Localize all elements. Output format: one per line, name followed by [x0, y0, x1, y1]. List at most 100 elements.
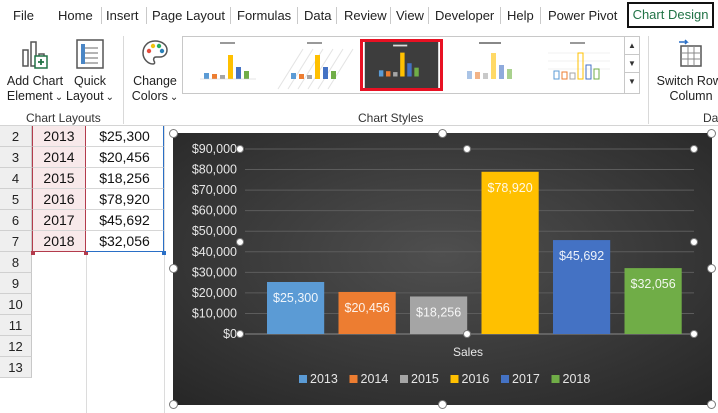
sales-chart[interactable]: $0 $10,000 $20,000 $30,000 $40,000 $50,000 $60…: [173, 133, 712, 405]
cell-year[interactable]: 2015: [32, 168, 86, 189]
row-header[interactable]: 9: [0, 273, 32, 294]
tab-data[interactable]: Data: [304, 8, 332, 23]
quick-layout-button[interactable]: Quick Layout ⌄: [66, 36, 114, 105]
chart-style-5-thumbnail[interactable]: [536, 39, 619, 91]
tab-file[interactable]: File: [13, 8, 34, 23]
tab-developer[interactable]: Developer: [435, 8, 495, 23]
chart-bar-2015[interactable]: [410, 296, 468, 334]
gallery-more-icon[interactable]: ▼: [628, 77, 636, 86]
legend-swatch-2017: [501, 375, 509, 383]
chart-bar-2017[interactable]: [553, 240, 611, 334]
row-header[interactable]: 3: [0, 147, 32, 168]
row-header[interactable]: 5: [0, 189, 32, 210]
chart-bar-2016[interactable]: [481, 171, 539, 334]
change-colors-button[interactable]: Change Colors ⌄: [129, 36, 181, 105]
cell-year[interactable]: 2018: [32, 231, 86, 252]
chart-area[interactable]: [173, 133, 712, 405]
tab-chart-design[interactable]: Chart Design: [627, 2, 714, 28]
tab-view[interactable]: View: [396, 8, 424, 23]
row-header[interactable]: 6: [0, 210, 32, 231]
row-header[interactable]: 12: [0, 336, 32, 357]
chart-resize-handle[interactable]: [438, 400, 447, 409]
cell-sales[interactable]: $18,256: [86, 168, 164, 189]
chart-style-1-thumbnail[interactable]: [186, 39, 269, 91]
plot-area-handle[interactable]: [463, 145, 471, 153]
cell-sales[interactable]: $45,692: [86, 210, 164, 231]
change-colors-label-2: Colors: [131, 89, 168, 103]
plot-area-handle[interactable]: [690, 145, 698, 153]
tab-page-layout[interactable]: Page Layout: [152, 8, 226, 23]
cell-sales[interactable]: $32,056: [86, 231, 164, 252]
gallery-scroll-down-icon[interactable]: ▼: [625, 55, 639, 73]
add-chart-element-icon: [22, 41, 48, 69]
legend-swatch-2014: [349, 375, 358, 383]
legend-entry-2013[interactable]: 2013: [310, 372, 338, 386]
gallery-scrollbar[interactable]: ▲ ▼ ▼: [624, 37, 639, 93]
legend-entry-2014[interactable]: 2014: [361, 372, 389, 386]
chart-resize-handle[interactable]: [707, 400, 716, 409]
chart-y-ticks: $0 $10,000 $20,000 $30,000 $40,000 $50,000 $60…: [192, 142, 237, 341]
tab-formulas[interactable]: Formulas: [237, 8, 292, 23]
chart-y-tick-label: $90,000: [192, 142, 237, 156]
switch-row-column-label-1: Switch Row/: [656, 74, 718, 88]
plot-area-handle[interactable]: [236, 330, 244, 338]
chart-legend: 2013 2014 2015 2016 2017 2018: [299, 372, 590, 386]
chart-data-label: $32,056: [631, 277, 676, 291]
plot-area-handle[interactable]: [236, 145, 244, 153]
add-chart-element-label-1: Add Chart: [6, 74, 64, 88]
cell-year[interactable]: 2016: [32, 189, 86, 210]
chart-style-4-thumbnail[interactable]: [449, 39, 532, 91]
row-header[interactable]: 7: [0, 231, 32, 252]
chart-bar-2014[interactable]: [338, 291, 396, 334]
tab-help[interactable]: Help: [507, 8, 534, 23]
cell-year[interactable]: 2017: [32, 210, 86, 231]
group-separator: [123, 36, 124, 124]
tab-home[interactable]: Home: [58, 8, 93, 23]
row-header[interactable]: 11: [0, 315, 32, 336]
plot-area-handle[interactable]: [463, 330, 471, 338]
chart-resize-handle[interactable]: [438, 129, 447, 138]
range-border: [86, 251, 164, 252]
switch-row-column-button[interactable]: Switch Row/ Column: [656, 36, 718, 104]
chart-resize-handle[interactable]: [707, 264, 716, 273]
chart-bar-2013[interactable]: [267, 281, 325, 334]
plot-area-handle[interactable]: [690, 238, 698, 246]
chart-resize-handle[interactable]: [169, 129, 178, 138]
range-border: [32, 251, 86, 252]
cell-sales[interactable]: $20,456: [86, 147, 164, 168]
chart-bar-2018[interactable]: [624, 268, 682, 334]
cell-year[interactable]: 2013: [32, 126, 86, 147]
cell-sales[interactable]: $78,920: [86, 189, 164, 210]
chart-styles-gallery: ▲ ▼ ▼: [182, 36, 640, 94]
cell-sales[interactable]: $25,300: [86, 126, 164, 147]
menu-separator: [146, 7, 147, 24]
legend-entry-2017[interactable]: 2017: [512, 372, 540, 386]
tab-review[interactable]: Review: [344, 8, 387, 23]
range-handle[interactable]: [84, 251, 88, 255]
chart-resize-handle[interactable]: [169, 400, 178, 409]
row-header[interactable]: 8: [0, 252, 32, 273]
gallery-scroll-up-icon[interactable]: ▲: [625, 37, 639, 55]
tab-power-pivot[interactable]: Power Pivot: [548, 8, 618, 23]
legend-entry-2018[interactable]: 2018: [563, 372, 591, 386]
tab-insert[interactable]: Insert: [106, 8, 139, 23]
legend-entry-2015[interactable]: 2015: [411, 372, 439, 386]
grid-line: [164, 126, 165, 413]
chart-resize-handle[interactable]: [169, 264, 178, 273]
range-handle[interactable]: [31, 251, 35, 255]
legend-entry-2016[interactable]: 2016: [462, 372, 490, 386]
menu-separator: [297, 7, 298, 24]
range-handle[interactable]: [162, 251, 166, 255]
chart-style-2-thumbnail[interactable]: [273, 39, 356, 91]
row-header[interactable]: 2: [0, 126, 32, 147]
row-header[interactable]: 10: [0, 294, 32, 315]
row-header[interactable]: 4: [0, 168, 32, 189]
plot-area-handle[interactable]: [236, 238, 244, 246]
plot-area-handle[interactable]: [690, 330, 698, 338]
chart-resize-handle[interactable]: [707, 129, 716, 138]
chart-style-3-thumbnail-selected[interactable]: [360, 39, 443, 91]
menu-separator: [500, 7, 501, 24]
add-chart-element-button[interactable]: Add Chart Element ⌄: [4, 36, 66, 105]
row-header[interactable]: 13: [0, 357, 32, 378]
cell-year[interactable]: 2014: [32, 147, 86, 168]
